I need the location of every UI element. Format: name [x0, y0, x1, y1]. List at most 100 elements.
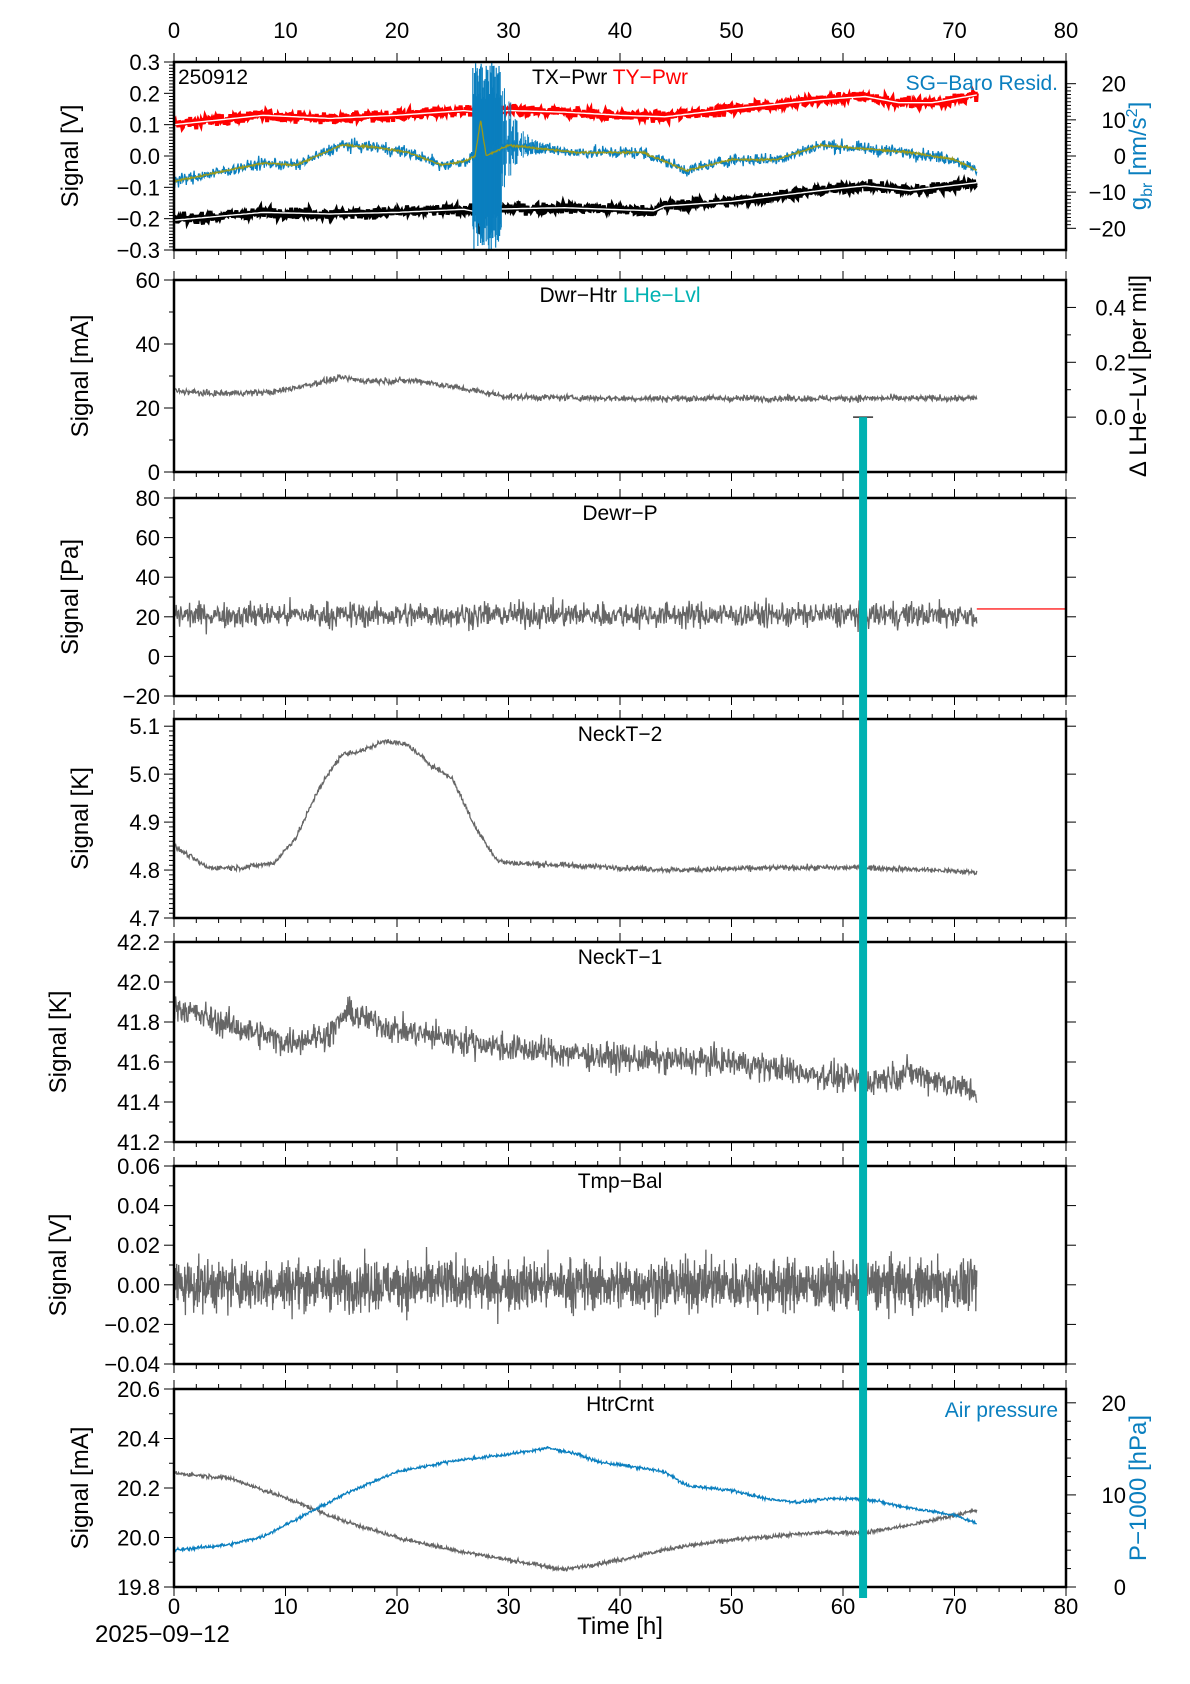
series-tx-pwr: [174, 173, 978, 235]
y-tick-label: −0.02: [104, 1312, 160, 1337]
panel-dewr-p-frame: [172, 496, 1068, 698]
panel-tx-ty-pwr-right-ylabel: gbr [nm/s2]: [1124, 102, 1156, 211]
y-tick-label: −0.3: [117, 238, 160, 263]
x-tick-label-top: 40: [608, 18, 632, 43]
y-tick-label: 0.04: [117, 1194, 160, 1219]
panel-neckt-1-title: NeckT−1: [578, 946, 663, 969]
panel-corner-label: 250912: [178, 66, 248, 89]
x-axis-label: Time [h]: [577, 1613, 663, 1640]
panel-tmp-bal-ylabel: Signal [V]: [45, 1214, 72, 1317]
x-tick-label-top: 80: [1054, 18, 1078, 43]
y-tick-label: 60: [136, 526, 160, 551]
y-tick-label: 20: [136, 396, 160, 421]
y-tick-label: 0.06: [117, 1154, 160, 1179]
y-tick-label: −0.1: [117, 175, 160, 200]
panel-neckt-2-plot: [174, 739, 978, 877]
panel-tx-ty-pwr-plot: [174, 62, 979, 250]
x-tick-label-bottom: 10: [273, 1594, 297, 1619]
panel-tmp-bal-title: Tmp−Bal: [578, 1170, 663, 1193]
y-tick-label: −0.2: [117, 207, 160, 232]
y-tick-label: 20.4: [117, 1427, 160, 1452]
right-y-tick-label: −10: [1089, 180, 1126, 205]
series-sg-baro-resid-: [174, 137, 978, 189]
y-tick-label: 41.6: [117, 1050, 160, 1075]
y-tick-label: 41.4: [117, 1090, 160, 1115]
panel-neckt-1-ylabel: Signal [K]: [45, 991, 72, 1094]
y-tick-label: 20.0: [117, 1526, 160, 1551]
y-tick-label: 40: [136, 332, 160, 357]
y-tick-label: 19.8: [117, 1575, 160, 1600]
axes-layer: 0.3 0.2 0.1 0.0 −0.1 −0.2 −0.3 20 10 0 −10 −20 60 40 2…: [104, 50, 1126, 1600]
x-tick-label-bottom: 70: [942, 1594, 966, 1619]
date-label: 2025−09−12: [95, 1621, 230, 1648]
y-tick-label: 5.1: [129, 714, 160, 739]
series-dwr-htr: [174, 374, 978, 405]
y-tick-label: 41.8: [117, 1010, 160, 1035]
y-tick-label: 4.7: [129, 906, 160, 931]
panel-dewr-p-plot: [174, 597, 1066, 635]
x-tick-label-bottom: 60: [831, 1594, 855, 1619]
x-tick-label-top: 0: [168, 18, 180, 43]
panel-dwr-htr-right-ylabel: Δ LHe−Lvl [per mil]: [1125, 275, 1152, 477]
panel-dewr-p-ylabel: Signal [Pa]: [57, 539, 84, 655]
x-tick-label-top: 50: [719, 18, 743, 43]
series-dewr-p: [174, 597, 978, 635]
right-y-tick-label: 10: [1102, 1483, 1126, 1508]
panel-dwr-htr-ylabel: Signal [mA]: [67, 315, 94, 438]
y-tick-label: 20.6: [117, 1377, 160, 1402]
x-tick-label-top: 10: [273, 18, 297, 43]
y-tick-label: 0.02: [117, 1233, 160, 1258]
x-tick-label-bottom: 80: [1054, 1594, 1078, 1619]
y-tick-label: −0.04: [104, 1352, 160, 1377]
right-y-tick-label: 10: [1102, 108, 1126, 133]
panel-neckt-2-title: NeckT−2: [578, 723, 663, 746]
series-neckt-1: [174, 996, 978, 1103]
x-tick-label-bottom: 30: [496, 1594, 520, 1619]
y-tick-label: 0.3: [129, 50, 160, 75]
x-tick-label-top: 70: [942, 18, 966, 43]
panel-tx-ty-pwr-title: TX−Pwr TY−Pwr: [532, 66, 688, 89]
y-tick-label: 0: [148, 460, 160, 485]
panel-htrcrnt-ylabel: Signal [mA]: [67, 1427, 94, 1550]
panel-htrcrnt-right-ylabel: P−1000 [hPa]: [1125, 1415, 1152, 1561]
y-tick-label: 4.9: [129, 810, 160, 835]
y-tick-label: 0.2: [129, 81, 160, 106]
y-tick-label: 41.2: [117, 1130, 160, 1155]
panel-dewr-p-title: Dewr−P: [582, 502, 657, 525]
y-tick-label: 42.0: [117, 970, 160, 995]
right-y-tick-label: 0: [1114, 144, 1126, 169]
right-y-tick-label: 0.2: [1095, 350, 1126, 375]
series-sg-baro-resid-smoothed-: [174, 120, 978, 183]
y-tick-label: 20.2: [117, 1476, 160, 1501]
panel-dwr-htr-frame: [172, 278, 1068, 474]
y-tick-label: 80: [136, 486, 160, 511]
y-tick-label: −20: [123, 684, 160, 709]
series-air-pressure: [174, 1445, 977, 1553]
y-tick-label: 4.8: [129, 858, 160, 883]
panel-htrcrnt-right-title: Air pressure: [945, 1399, 1058, 1422]
panel-htrcrnt-plot: [174, 1445, 978, 1572]
y-tick-label: 60: [136, 268, 160, 293]
x-tick-label-bottom: 0: [168, 1594, 180, 1619]
right-y-tick-label: 0.0: [1095, 405, 1126, 430]
right-y-tick-label: 0.4: [1095, 295, 1126, 320]
panel-neckt-2-frame: [172, 717, 1068, 920]
x-tick-label-top: 60: [831, 18, 855, 43]
panel-tmp-bal-plot: [174, 1246, 978, 1325]
panel-neckt-1-plot: [174, 996, 978, 1103]
y-tick-label: 42.2: [117, 930, 160, 955]
right-y-tick-label: 20: [1102, 72, 1126, 97]
panel-tx-ty-pwr-right-title: SG−Baro Resid.: [906, 72, 1058, 95]
y-tick-label: 20: [136, 605, 160, 630]
right-y-tick-label: 20: [1102, 1391, 1126, 1416]
series-htrcrnt: [174, 1470, 978, 1572]
y-tick-label: 0.0: [129, 144, 160, 169]
panel-neckt-2-ylabel: Signal [K]: [67, 767, 94, 870]
text-layer: 2025−09−12 Time [h] Signal [V] gbr [nm/s2…: [45, 18, 1156, 1648]
x-tick-label-top: 30: [496, 18, 520, 43]
y-tick-label: 40: [136, 565, 160, 590]
x-tick-label-bottom: 50: [719, 1594, 743, 1619]
x-tick-label-bottom: 40: [608, 1594, 632, 1619]
x-tick-label-top: 20: [385, 18, 409, 43]
